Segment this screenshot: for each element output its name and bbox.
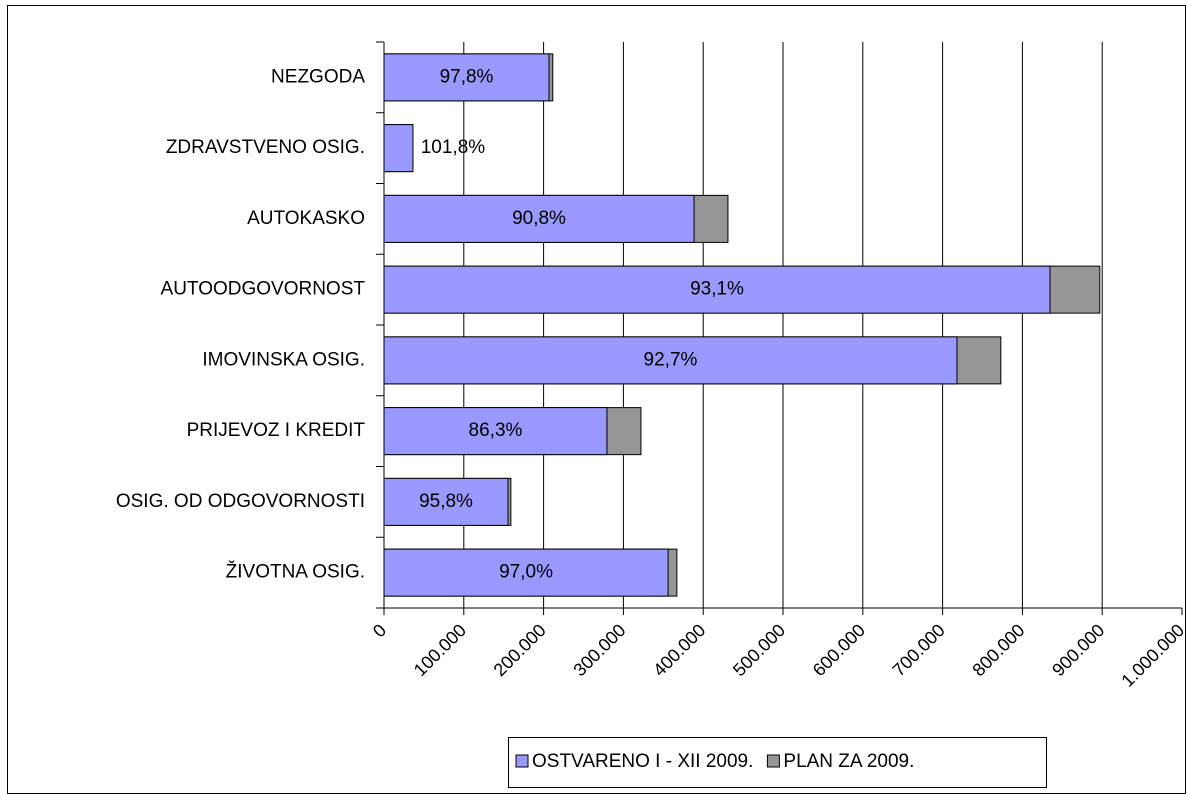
y-tick-label: ZDRAVSTVENO OSIG. xyxy=(166,137,365,158)
y-tick-label: AUTOODGOVORNOST xyxy=(161,279,366,300)
data-label: 101,8% xyxy=(421,137,486,158)
data-label: 97,8% xyxy=(440,66,494,87)
bar xyxy=(383,194,695,243)
data-label: 86,3% xyxy=(469,420,523,441)
data-label: 97,0% xyxy=(499,562,553,583)
bar xyxy=(383,407,608,456)
bar xyxy=(383,124,414,173)
data-label: 92,7% xyxy=(644,349,698,370)
data-label: 95,8% xyxy=(419,491,473,512)
chart-frame xyxy=(7,5,1186,794)
data-label: 93,1% xyxy=(690,279,744,300)
legend-label: PLAN ZA 2009. xyxy=(783,751,914,772)
legend-label: OSTVARENO I - XII 2009. xyxy=(532,751,753,772)
bar xyxy=(383,336,958,385)
y-tick-label: PRIJEVOZ I KREDIT xyxy=(187,420,366,441)
data-label: 90,8% xyxy=(512,208,566,229)
legend-swatch xyxy=(766,754,780,768)
y-tick-label: OSIG. OD ODGOVORNOSTI xyxy=(116,491,365,512)
y-tick-label: ŽIVOTNA OSIG. xyxy=(226,561,365,583)
bar xyxy=(383,53,550,102)
y-tick-label: IMOVINSKA OSIG. xyxy=(202,349,365,370)
bar xyxy=(383,477,509,526)
bar xyxy=(383,548,669,597)
y-tick-label: AUTOKASKO xyxy=(247,208,365,229)
legend-swatch xyxy=(515,754,529,768)
bar xyxy=(383,265,1051,314)
y-tick-label: NEZGODA xyxy=(271,66,365,87)
